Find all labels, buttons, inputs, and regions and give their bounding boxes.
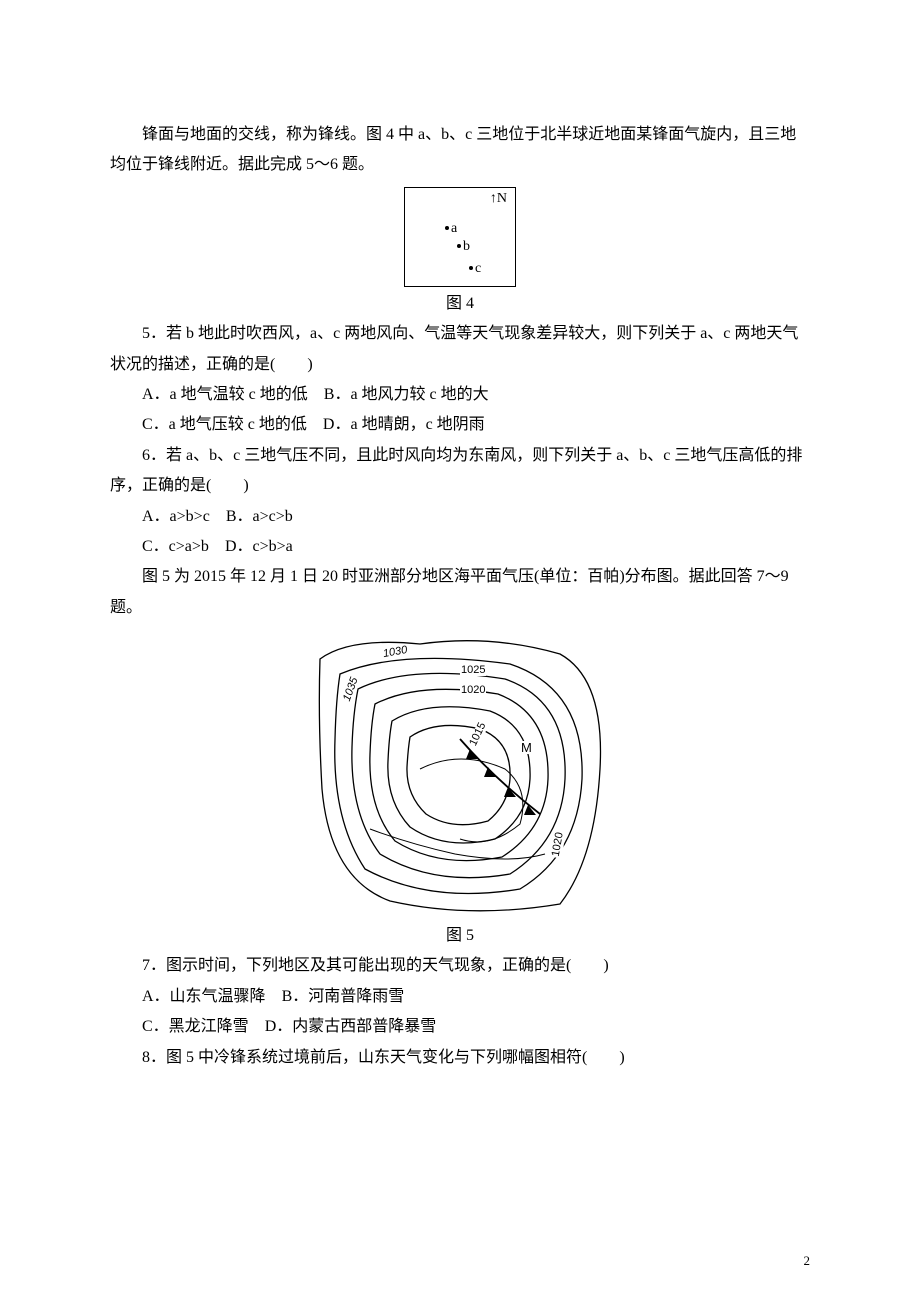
point-b-label: b <box>463 234 470 261</box>
intro-79: 图 5 为 2015 年 12 月 1 日 20 时亚洲部分地区海平面气压(单位… <box>110 562 810 623</box>
intro-56: 锋面与地面的交线，称为锋线。图 4 中 a、b、c 三地位于北半球近地面某锋面气… <box>110 120 810 181</box>
point-a-label: a <box>451 216 457 243</box>
q6-optB: B．a>c>b <box>226 508 293 525</box>
page-container: 锋面与地面的交线，称为锋线。图 4 中 a、b、c 三地位于北半球近地面某锋面气… <box>0 0 920 1302</box>
page-number: 2 <box>804 1249 811 1274</box>
north-arrow-icon: ↑N <box>490 192 507 206</box>
q7-options-row2: C．黑龙江降雪 D．内蒙古西部普降暴雪 <box>110 1012 810 1042</box>
point-c-dot <box>469 266 473 270</box>
q5-optA: A．a 地气温较 c 地的低 <box>142 386 308 403</box>
iso-label-1020a: 1020 <box>460 685 486 696</box>
point-a-dot <box>445 226 449 230</box>
north-label: N <box>497 191 507 206</box>
arrow-symbol: ↑ <box>490 191 497 206</box>
point-b-dot <box>457 244 461 248</box>
fig4-caption: 图 4 <box>110 289 810 319</box>
point-c-label: c <box>475 256 481 283</box>
iso-label-1025: 1025 <box>460 665 486 676</box>
q6-optA: A．a>b>c <box>142 508 210 525</box>
figure-4: ↑N a b c <box>110 187 810 287</box>
q7-options-row1: A．山东气温骤降 B．河南普降雨雪 <box>110 982 810 1012</box>
figure-5: 1030 1025 1020 1035 1015 1020 M <box>110 629 810 919</box>
q6-stem: 6．若 a、b、c 三地气压不同，且此时风向均为东南风，则下列关于 a、b、c … <box>110 441 810 502</box>
q6-options-row2: C．c>a>b D．c>b>a <box>110 532 810 562</box>
q5-stem: 5．若 b 地此时吹西风，a、c 两地风向、气温等天气现象差异较大，则下列关于 … <box>110 319 810 380</box>
q6-optC: C．c>a>b <box>142 538 209 555</box>
q5-optC: C．a 地气压较 c 地的低 <box>142 416 307 433</box>
fig5-caption: 图 5 <box>110 921 810 951</box>
q7-optA: A．山东气温骤降 <box>142 988 266 1005</box>
fig4-box: ↑N a b c <box>404 187 516 287</box>
q7-stem: 7．图示时间，下列地区及其可能出现的天气现象，正确的是( ) <box>110 951 810 981</box>
q8-stem: 8．图 5 中冷锋系统过境前后，山东天气变化与下列哪幅图相符( ) <box>110 1043 810 1073</box>
q6-options-row1: A．a>b>c B．a>c>b <box>110 502 810 532</box>
q7-optC: C．黑龙江降雪 <box>142 1018 249 1035</box>
q5-options-row1: A．a 地气温较 c 地的低 B．a 地风力较 c 地的大 <box>110 380 810 410</box>
q5-optD: D．a 地晴朗，c 地阴雨 <box>323 416 485 433</box>
iso-label-M: M <box>520 741 533 754</box>
q6-optD: D．c>b>a <box>225 538 293 555</box>
isobar-map: 1030 1025 1020 1035 1015 1020 M <box>310 629 610 919</box>
q5-options-row2: C．a 地气压较 c 地的低 D．a 地晴朗，c 地阴雨 <box>110 410 810 440</box>
q7-optD: D．内蒙古西部普降暴雪 <box>265 1018 437 1035</box>
q5-optB: B．a 地风力较 c 地的大 <box>324 386 489 403</box>
q7-optB: B．河南普降雨雪 <box>282 988 405 1005</box>
